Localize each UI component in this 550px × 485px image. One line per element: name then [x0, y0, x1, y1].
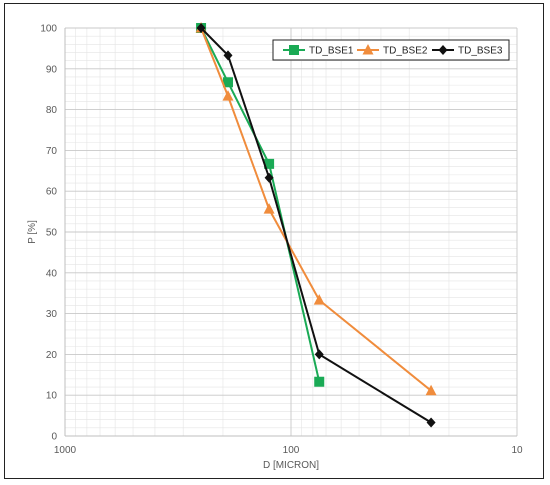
x-tick-label: 10 — [511, 445, 523, 456]
series-TD_BSE1 — [196, 23, 325, 387]
data-point-triangle — [425, 384, 437, 396]
data-point-diamond — [426, 417, 436, 428]
data-point-square — [289, 45, 299, 55]
data-point-diamond — [438, 45, 448, 55]
y-tick-label: 80 — [46, 105, 58, 116]
y-axis-title: P [%] — [27, 220, 38, 244]
legend-box — [272, 39, 510, 61]
y-tick-label: 90 — [46, 64, 58, 75]
series-TD_BSE3 — [196, 23, 436, 428]
legend-entry: TD_BSE2 — [357, 44, 428, 57]
legend-entry: TD_BSE3 — [432, 45, 503, 57]
data-point-triangle — [313, 294, 325, 305]
y-tick-label: 70 — [46, 146, 58, 157]
series-layer — [195, 22, 437, 428]
data-point-diamond — [196, 23, 206, 33]
series-line — [200, 27, 432, 392]
grid — [64, 27, 518, 437]
data-point-diamond — [223, 50, 233, 61]
legend-label: TD_BSE3 — [458, 46, 503, 57]
data-point-square — [314, 376, 325, 387]
legend: TD_BSE1 TD_BSE2 TD_BSE3 — [272, 39, 510, 61]
x-tick-label: 1000 — [54, 445, 77, 456]
y-tick-label: 0 — [51, 432, 57, 443]
y-tick-label: 60 — [46, 187, 58, 198]
x-axis-title: D [MICRON] — [263, 460, 319, 471]
series-TD_BSE2 — [195, 22, 437, 396]
y-tick-label: 50 — [46, 228, 58, 239]
data-point-triangle — [362, 44, 374, 55]
axes: 0 10 20 30 40 50 60 70 80 90 100 1000 100 10 — [40, 24, 523, 457]
y-tick-label: 40 — [46, 268, 58, 279]
y-tick-label: 30 — [46, 309, 58, 320]
legend-label: TD_BSE1 — [309, 46, 354, 57]
data-point-diamond — [264, 172, 274, 183]
legend-label: TD_BSE2 — [383, 46, 428, 57]
y-tick-label: 20 — [46, 350, 58, 361]
y-tick-label: 10 — [46, 391, 58, 402]
x-tick-label: 100 — [283, 445, 300, 456]
chart-frame — [4, 3, 544, 479]
legend-entry: TD_BSE1 — [283, 45, 354, 57]
data-point-triangle — [222, 90, 234, 101]
data-point-triangle — [263, 203, 275, 214]
data-point-square — [264, 158, 275, 169]
series-line — [200, 27, 321, 382]
y-tick-label: 100 — [40, 24, 57, 35]
data-point-square — [223, 77, 234, 88]
data-point-diamond — [314, 349, 324, 360]
